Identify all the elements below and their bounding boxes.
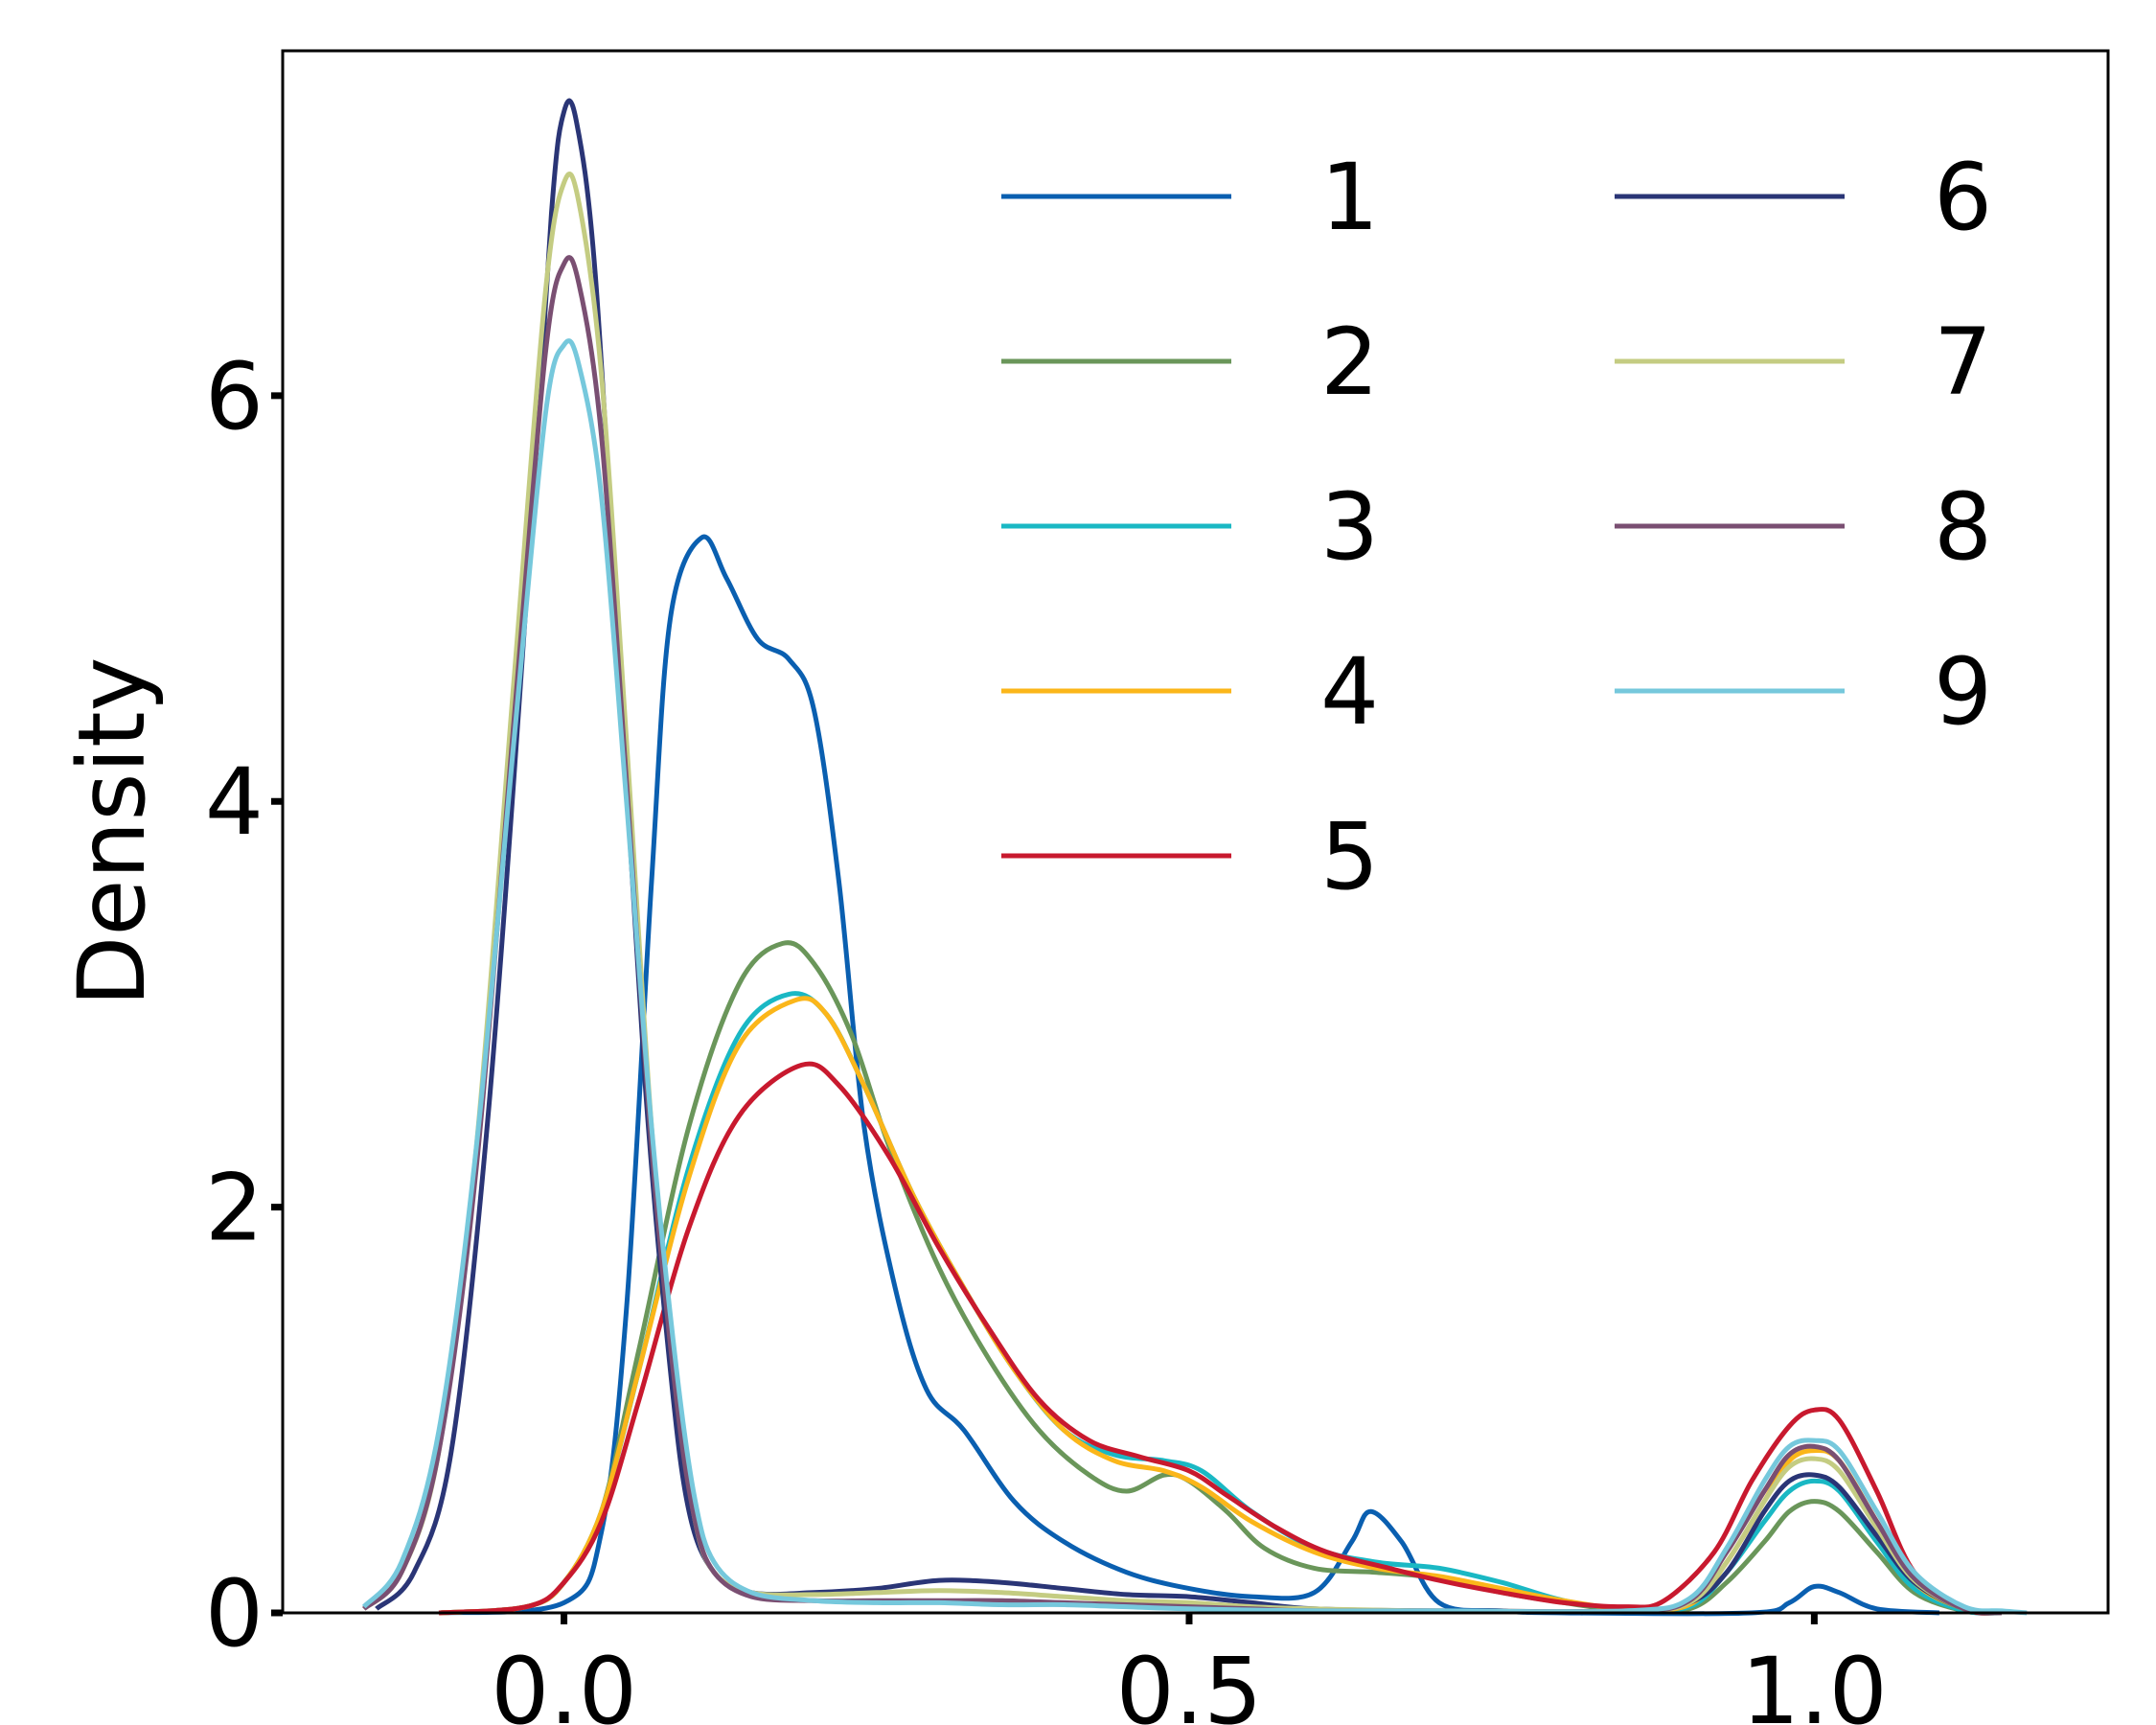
legend: 1 2 3 4 5 6 7 8 9	[1001, 144, 1992, 910]
series-line-5	[438, 1061, 2003, 1616]
y-axis-label: Density	[58, 657, 166, 1007]
y-tick-label: 4	[205, 748, 264, 856]
legend-item-7: 7	[1615, 309, 1992, 416]
legend-item-8: 8	[1615, 473, 1992, 581]
y-tick-label: 2	[205, 1155, 264, 1262]
series-line-2	[438, 940, 2003, 1616]
y-tick-label: 6	[205, 343, 264, 450]
legend-item-3: 3	[1001, 473, 1379, 581]
legend-label: 9	[1934, 638, 1992, 746]
legend-label: 1	[1320, 144, 1379, 251]
legend-item-6: 6	[1615, 144, 1992, 251]
legend-label: 8	[1934, 473, 1992, 581]
legend-label: 7	[1934, 309, 1992, 416]
x-tick-label: 0.0	[491, 1638, 637, 1725]
legend-label: 4	[1320, 638, 1379, 746]
x-axis: 0.0 0.5 1.0	[491, 1613, 1888, 1725]
legend-item-2: 2	[1001, 309, 1379, 416]
y-axis: 0 2 4 6	[205, 343, 283, 1668]
series-line-9	[361, 338, 2028, 1616]
legend-label: 5	[1320, 803, 1379, 910]
legend-item-1: 1	[1001, 144, 1379, 251]
x-tick-label: 0.5	[1116, 1638, 1263, 1725]
series-line-4	[438, 996, 2003, 1616]
y-tick-label: 0	[205, 1560, 264, 1668]
legend-item-4: 4	[1001, 638, 1379, 746]
legend-label: 2	[1320, 309, 1379, 416]
x-tick-label: 1.0	[1741, 1638, 1888, 1725]
legend-label: 3	[1320, 473, 1379, 581]
legend-label: 6	[1934, 144, 1992, 251]
legend-item-9: 9	[1615, 638, 1992, 746]
legend-item-5: 5	[1001, 803, 1379, 910]
series-line-3	[438, 991, 2003, 1616]
plot-frame	[281, 49, 2110, 1615]
series-layer	[361, 98, 2028, 1617]
